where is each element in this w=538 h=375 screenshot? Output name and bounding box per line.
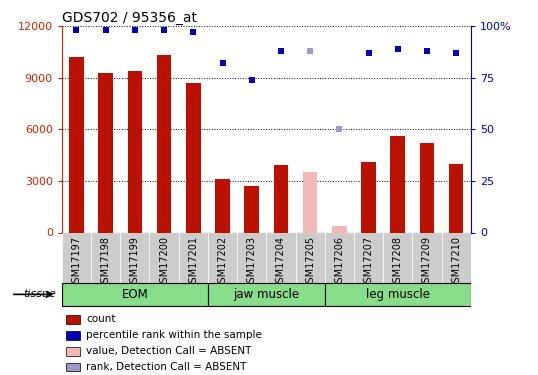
Bar (66, 363, 80, 372)
Bar (303, 172, 317, 232)
Bar (391, 136, 405, 232)
Text: leg muscle: leg muscle (366, 288, 430, 301)
Bar (62, 283, 208, 306)
Bar (179, 232, 208, 296)
Text: count: count (87, 314, 116, 324)
Bar (325, 232, 354, 296)
Bar (449, 164, 463, 232)
Text: GSM17207: GSM17207 (364, 236, 373, 289)
Text: EOM: EOM (122, 288, 148, 301)
Bar (66, 346, 80, 355)
Bar (412, 232, 442, 296)
Bar (150, 232, 179, 296)
Text: GSM17201: GSM17201 (188, 236, 199, 289)
Text: percentile rank within the sample: percentile rank within the sample (87, 330, 263, 340)
Bar (383, 232, 412, 296)
Bar (186, 83, 201, 232)
Bar (361, 162, 376, 232)
Text: tissue: tissue (24, 290, 56, 299)
Text: GDS702 / 95356_at: GDS702 / 95356_at (62, 11, 197, 25)
Text: rank, Detection Call = ABSENT: rank, Detection Call = ABSENT (87, 362, 247, 372)
Bar (66, 331, 80, 340)
Bar (274, 165, 288, 232)
Bar (215, 179, 230, 232)
Text: GSM17200: GSM17200 (159, 236, 169, 289)
Text: GSM17199: GSM17199 (130, 236, 140, 289)
Bar (442, 232, 471, 296)
Bar (208, 283, 325, 306)
Text: jaw muscle: jaw muscle (233, 288, 299, 301)
Bar (98, 73, 113, 232)
Bar (237, 232, 266, 296)
Bar (354, 232, 383, 296)
Bar (121, 232, 150, 296)
Bar (325, 283, 471, 306)
Bar (208, 232, 237, 296)
Text: GSM17202: GSM17202 (217, 236, 228, 289)
Bar (62, 232, 91, 296)
Bar (66, 315, 80, 324)
Text: GSM17198: GSM17198 (101, 236, 111, 289)
Bar (332, 226, 346, 232)
Text: GSM17208: GSM17208 (393, 236, 403, 289)
Text: value, Detection Call = ABSENT: value, Detection Call = ABSENT (87, 346, 252, 356)
Bar (244, 186, 259, 232)
Text: GSM17210: GSM17210 (451, 236, 461, 289)
Bar (420, 143, 434, 232)
Bar (157, 56, 172, 232)
Bar (128, 71, 142, 232)
Text: GSM17203: GSM17203 (247, 236, 257, 289)
Bar (69, 57, 84, 232)
Bar (91, 232, 121, 296)
Text: GSM17205: GSM17205 (305, 236, 315, 289)
Bar (266, 232, 295, 296)
Text: GSM17204: GSM17204 (276, 236, 286, 289)
Bar (295, 232, 325, 296)
Text: GSM17209: GSM17209 (422, 236, 432, 289)
Text: GSM17197: GSM17197 (72, 236, 81, 289)
Text: GSM17206: GSM17206 (334, 236, 344, 289)
